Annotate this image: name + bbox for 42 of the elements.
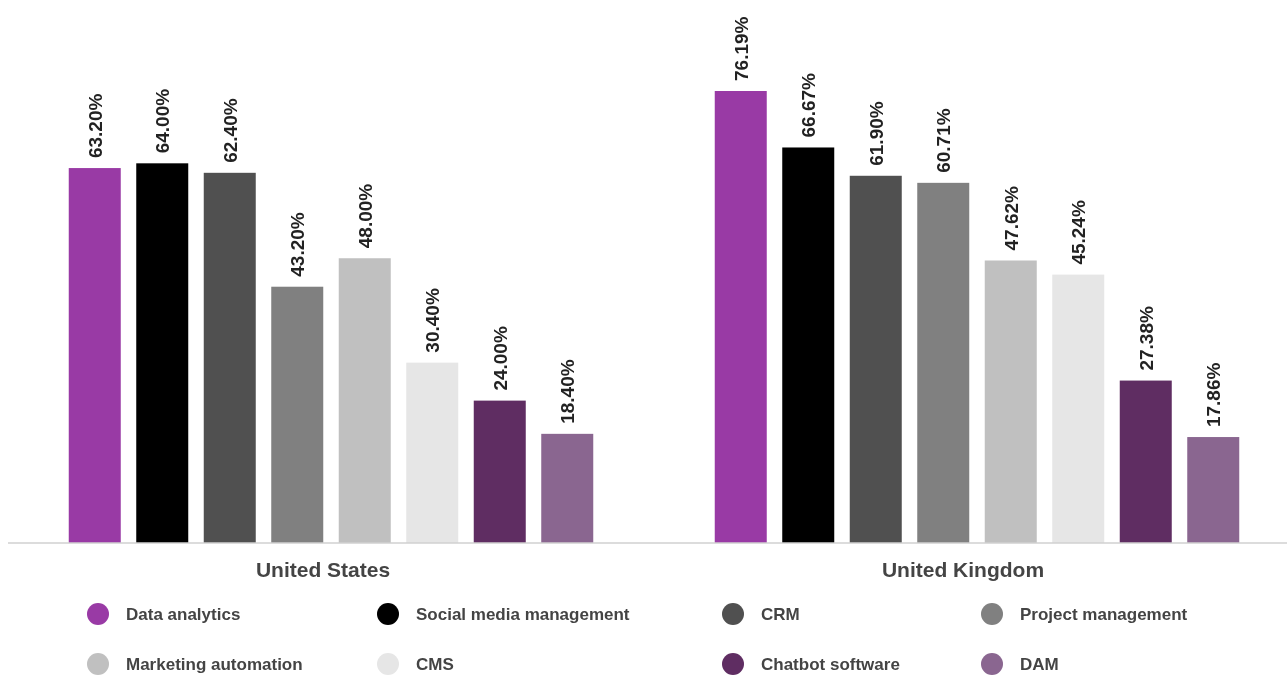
bar bbox=[1187, 437, 1240, 543]
legend-label: Chatbot software bbox=[761, 655, 900, 674]
bar bbox=[714, 91, 767, 543]
data-label: 66.67% bbox=[798, 72, 820, 138]
bar bbox=[541, 433, 594, 543]
bar bbox=[271, 286, 324, 543]
legend-label: CMS bbox=[416, 655, 454, 674]
data-label: 64.00% bbox=[152, 88, 174, 154]
legend-label: Project management bbox=[1020, 605, 1188, 624]
data-label: 17.86% bbox=[1203, 362, 1225, 428]
data-label: 63.20% bbox=[84, 93, 106, 159]
bar bbox=[203, 172, 256, 543]
data-label: 30.40% bbox=[422, 288, 444, 353]
legend-label: DAM bbox=[1020, 655, 1059, 674]
bar bbox=[338, 258, 391, 543]
data-label: 47.62% bbox=[1000, 185, 1022, 251]
data-label: 48.00% bbox=[354, 183, 376, 249]
data-label: 61.90% bbox=[865, 101, 887, 166]
legend-label: Marketing automation bbox=[126, 655, 303, 674]
bar bbox=[782, 147, 835, 543]
bar bbox=[406, 362, 459, 543]
data-label: 62.40% bbox=[219, 98, 241, 163]
bar bbox=[68, 168, 121, 543]
bar bbox=[473, 400, 526, 543]
bar bbox=[1119, 380, 1172, 543]
legend-label: CRM bbox=[761, 605, 800, 624]
bar bbox=[917, 182, 970, 543]
legend-label: Social media management bbox=[416, 605, 630, 624]
bar bbox=[849, 175, 902, 543]
bar bbox=[136, 163, 189, 543]
data-label: 76.19% bbox=[730, 16, 752, 81]
data-label: 43.20% bbox=[287, 212, 309, 277]
x-tick-label: United Kingdom bbox=[881, 558, 1045, 581]
data-label: 24.00% bbox=[489, 326, 511, 391]
data-label: 18.40% bbox=[557, 359, 579, 424]
x-tick-label: United States bbox=[255, 558, 391, 581]
data-label: 60.71% bbox=[933, 108, 955, 173]
data-label: 27.38% bbox=[1135, 306, 1157, 371]
legend-label: Data analytics bbox=[126, 605, 241, 624]
data-label: 45.24% bbox=[1068, 200, 1090, 265]
bar bbox=[984, 260, 1037, 543]
bar bbox=[1052, 274, 1105, 543]
